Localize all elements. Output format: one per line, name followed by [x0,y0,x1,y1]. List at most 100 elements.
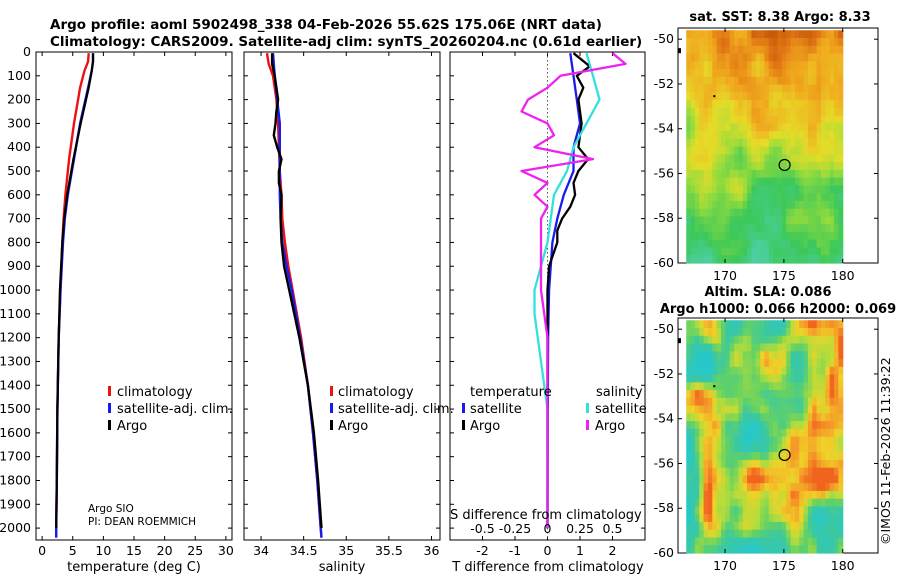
argo-position-marker [778,448,791,462]
sla-cell [825,490,831,500]
sst-cell [751,200,757,210]
sst-cell [734,84,739,93]
sst-cell [699,53,705,62]
sst-cell [703,162,709,171]
sla-cell [820,545,826,554]
sst-cell [764,224,770,233]
sst-cell [777,193,783,202]
sla-cell [738,328,744,337]
sla-cell [716,421,722,430]
sst-cell [755,30,761,39]
sst-cell [768,107,774,117]
sla-cell [807,436,813,445]
sst-cell [812,107,818,117]
sla-cell [816,537,822,546]
sla-cell [760,498,766,508]
sla-cell [712,537,718,546]
sla-cell [799,506,805,515]
sst-cell [777,38,783,47]
sst-cell [751,100,757,109]
sst-cell [760,45,766,55]
sla-cell [699,506,705,515]
sst-cell [712,247,718,256]
sla-cell [764,467,770,477]
sst-cell [760,185,766,194]
sla-cell [812,436,818,445]
sla-cell [768,382,774,391]
sst-cell [781,193,787,202]
sla-cell [794,428,800,438]
sst-cell [703,123,709,132]
sst-cell [734,169,739,179]
sst-cell [712,84,718,93]
sst-cell [725,185,731,194]
sst-cell [807,193,813,202]
sst-cell [734,247,739,256]
sla-cell [799,351,805,360]
sla-cell [825,514,831,523]
sla-cell [838,490,844,500]
sla-cell [734,382,739,391]
sst-cell [747,231,753,241]
sst-cell [725,107,731,117]
x-tick-label: -2 [476,543,488,558]
sst-cell [747,216,753,225]
sla-cell [816,421,822,430]
sst-cell [729,255,735,264]
sla-cell [738,475,744,484]
sst-cell [790,45,796,55]
sst-cell [738,100,744,109]
sla-cell [742,397,748,407]
sla-cell [825,483,831,492]
sla-cell [729,490,735,500]
sst-cell [699,131,705,140]
sst-cell [760,84,766,93]
sla-cell [768,374,774,383]
sla-cell [747,366,753,376]
sla-cell [716,459,722,469]
sst-cell [703,45,709,55]
sst-cell [699,61,705,70]
sla-cell [699,436,705,445]
sla-cell [742,459,748,469]
sla-cell [820,475,826,484]
sla-cell [812,421,818,430]
sla-cell [786,467,792,477]
sla-cell [803,444,809,453]
sla-cell [768,537,774,546]
sla-cell [838,545,844,554]
sla-cell [738,359,744,368]
sst-cell [712,185,718,194]
sst-cell [694,224,700,233]
sst-cell [820,162,826,171]
sst-cell [760,53,766,62]
sla-cell [773,421,779,430]
sla-cell [725,335,731,345]
sst-cell [786,200,792,210]
sst-cell [812,100,818,109]
sst-cell [729,69,735,78]
sst-cell [712,216,718,225]
sla-cell [747,428,753,438]
sst-cell [703,107,709,117]
sst-cell [825,177,831,187]
sst-cell [838,38,844,47]
sst-cell [712,231,718,241]
sla-cell [768,351,774,360]
sla-cell [699,397,705,407]
sst-cell [794,123,800,132]
sla-cell [834,421,839,430]
salinity-diff-tick-label: -0.5 [470,521,494,536]
sst-cell [734,69,739,78]
sst-cell [764,200,770,210]
sst-cell [760,146,766,155]
sla-cell [816,506,822,515]
sla-cell [816,545,822,554]
sla-cell [803,490,809,500]
sst-cell [820,92,826,101]
sla-cell [790,498,796,508]
sla-cell [781,475,787,484]
sla-cell [777,490,783,500]
sla-cell [755,343,761,352]
sst-cell [799,162,805,171]
